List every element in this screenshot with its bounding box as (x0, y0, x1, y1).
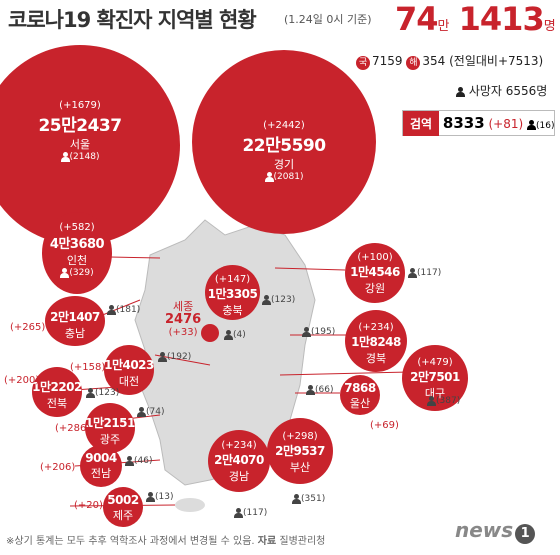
bubble-sejong (201, 324, 219, 342)
person-icon (60, 152, 70, 162)
overseas-tag: 해 (406, 56, 421, 70)
footer-note: ※상기 통계는 모두 추후 역학조사 과정에서 변경될 수 있음. 자료 질병관… (6, 536, 326, 547)
deaths-gangwon: (117) (408, 268, 441, 278)
delta-daejeon: (+158) (70, 362, 106, 373)
person-icon (408, 268, 417, 278)
deaths-gyeongnam: (117) (234, 508, 267, 518)
bubble-ulsan: 7868 울산 (340, 375, 380, 415)
person-icon (306, 385, 315, 395)
deaths-daegu: (387) (427, 396, 460, 406)
page-title: 코로나19 확진자 지역별 현황 (8, 8, 257, 32)
deaths-jeonbuk: (123) (86, 388, 119, 398)
page-subtitle: (1.24일 0시 기준) (284, 13, 372, 26)
person-icon (107, 305, 116, 315)
bubble-chungbuk: (+147) 1만3305 충북 (205, 265, 260, 320)
person-icon (527, 120, 537, 130)
bubble-gyeonggi: (+2442) 22만5590 경기 (2081) (192, 50, 376, 234)
person-icon (146, 492, 155, 502)
person-icon (262, 295, 271, 305)
bubble-incheon: (+582) 4만3680 인천 (329) (42, 212, 112, 294)
bubble-busan: (+298) 2만9537 부산 (267, 418, 333, 484)
person-icon (224, 330, 233, 340)
bubble-jeonnam: 9004 전남 (80, 445, 122, 487)
deaths-total: 사망자 6556명 (456, 82, 547, 99)
total-cases: 74만 1413명 (395, 0, 556, 38)
news1-logo: news 1 (455, 518, 536, 544)
person-icon (234, 508, 243, 518)
person-icon (302, 327, 311, 337)
bubble-gyeongbuk: (+234) 1만8248 경북 (345, 310, 407, 372)
jeju-shape (175, 498, 205, 512)
person-icon (86, 388, 95, 398)
delta-ulsan: (+69) (370, 420, 399, 431)
person-icon (60, 268, 70, 278)
deaths-sejong: (4) (224, 330, 246, 340)
person-icon (125, 456, 134, 466)
bubble-gyeongnam: (+234) 2만4070 경남 (208, 430, 270, 492)
delta-gwangju: (+286) (55, 423, 91, 434)
deaths-jeju: (13) (146, 492, 173, 502)
deaths-busan: (351) (292, 494, 325, 504)
bubble-gwangju: 1만2151 광주 (85, 403, 135, 453)
bubble-seoul: (+1679) 25만2437 서울 (2148) (0, 45, 180, 245)
deaths-gyeongbuk: (195) (302, 327, 335, 337)
delta-jeju: (+20) (74, 500, 103, 511)
deaths-ulsan: (66) (306, 385, 333, 395)
person-icon (137, 407, 146, 417)
bubble-daegu: (+479) 2만7501 대구 (402, 345, 468, 411)
person-icon (456, 87, 465, 97)
delta-chungnam: (+265) (10, 322, 46, 333)
deaths-gwangju: (74) (137, 407, 164, 417)
deaths-daejeon: (192) (158, 352, 191, 362)
person-icon (264, 172, 274, 182)
bubble-daejeon: 1만4023 대전 (104, 345, 154, 395)
deaths-jeonnam: (46) (125, 456, 152, 466)
label-sejong: 세종 2476 (+33) (165, 300, 202, 338)
bubble-chungnam: 2만1407 충남 (45, 296, 105, 346)
quarantine-label: 검역 (403, 111, 440, 136)
quarantine-box: 검역 8333 (+81) (16) (402, 110, 555, 136)
bubble-jeonbuk: 1만2202 전북 (32, 367, 82, 417)
person-icon (158, 352, 167, 362)
bubble-jeju: 5002 제주 (103, 487, 143, 527)
person-icon (292, 494, 301, 504)
delta-jeonnam: (+206) (40, 462, 76, 473)
case-breakdown: 국 7159 해 354 (전일대비+7513) (356, 52, 543, 70)
person-icon (427, 396, 436, 406)
delta-jeonbuk: (+200) (4, 375, 40, 386)
domestic-tag: 국 (356, 56, 370, 70)
deaths-chungnam: (181) (107, 305, 140, 315)
bubble-gangwon: (+100) 1만4546 강원 (345, 243, 405, 303)
deaths-chungbuk: (123) (262, 295, 295, 305)
